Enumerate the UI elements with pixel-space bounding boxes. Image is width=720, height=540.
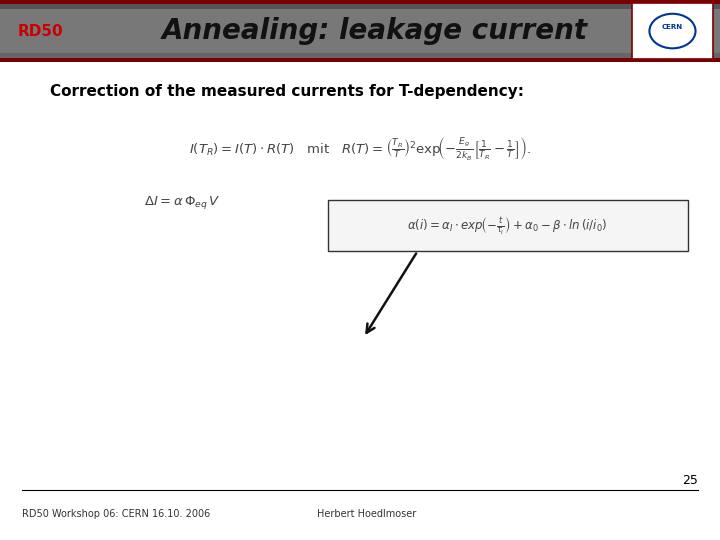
- Text: $\Delta I = \alpha \, \Phi_{eq} \, V$: $\Delta I = \alpha \, \Phi_{eq} \, V$: [144, 194, 220, 211]
- Bar: [328, 200, 688, 251]
- Bar: [632, 3, 713, 59]
- Text: 25: 25: [683, 474, 698, 487]
- Text: RD50 Workshop 06: CERN 16.10. 2006: RD50 Workshop 06: CERN 16.10. 2006: [22, 509, 210, 519]
- Text: RD50: RD50: [18, 24, 63, 38]
- Bar: [0, 53, 720, 62]
- Text: CERN: CERN: [662, 24, 683, 30]
- Text: Correction of the measured currents for T-dependency:: Correction of the measured currents for …: [50, 84, 524, 99]
- Text: Annealing: leakage current: Annealing: leakage current: [161, 17, 588, 45]
- Bar: [0, 0, 720, 62]
- Text: Herbert Hoedlmoser: Herbert Hoedlmoser: [317, 509, 416, 519]
- Bar: [0, 0, 720, 9]
- Bar: [0, 58, 720, 62]
- Text: $\alpha(i) = \alpha_I \cdot exp\!\left(-\frac{t}{\tau_I}\right) + \alpha_0 - \be: $\alpha(i) = \alpha_I \cdot exp\!\left(-…: [408, 215, 608, 236]
- Text: $I(T_R) = I(T) \cdot R(T) \quad \mathrm{mit} \quad R(T) = \left(\frac{T_R}{T}\ri: $I(T_R) = I(T) \cdot R(T) \quad \mathrm{…: [189, 135, 531, 162]
- Bar: [0, 0, 720, 4]
